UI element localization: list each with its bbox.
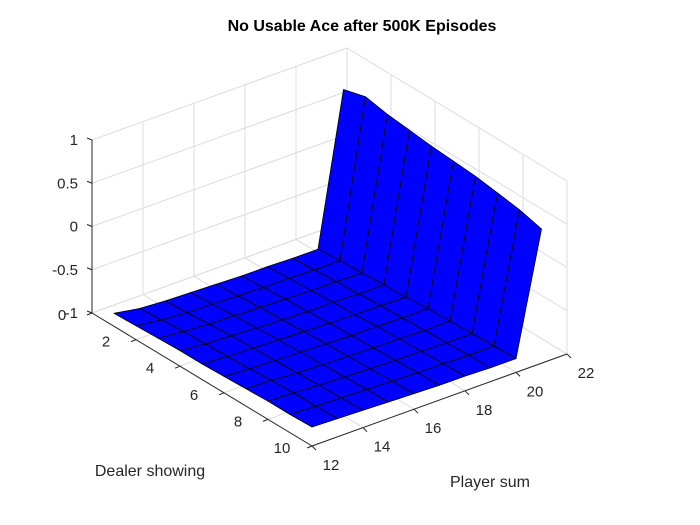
y-axis-label: Player sum [450, 474, 530, 491]
x-tick-label: 8 [234, 413, 242, 430]
chart-title: No Usable Ace after 500K Episodes [228, 18, 497, 35]
gridline-side-z [91, 220, 348, 314]
z-tick-label: 1 [70, 132, 78, 149]
x-tick-mark [130, 339, 137, 343]
x-tick-mark [218, 392, 225, 396]
x-tick-label: 2 [102, 334, 110, 351]
z-tick-label: 0 [70, 219, 78, 236]
surface-patch [289, 405, 338, 428]
x-tick-label: 10 [274, 440, 291, 457]
z-tick-label: -1 [65, 305, 78, 322]
y-tick-label: 14 [374, 439, 391, 456]
x-tick-mark [86, 312, 93, 316]
y-tick-mark [566, 353, 572, 359]
y-tick-label: 16 [425, 420, 442, 437]
y-tick-mark [515, 372, 521, 377]
x-tick-label: 6 [190, 387, 198, 404]
z-tick-label: -0.5 [52, 262, 78, 279]
x-tick-mark [306, 445, 313, 449]
gridline-side-z [91, 134, 348, 227]
gridline-back-z [346, 47, 568, 182]
y-tick-mark [311, 445, 317, 451]
y-tick-mark [413, 408, 419, 414]
chart-tick-labels: 0 2 4 6 8 10 12 14 16 18 20 22 1 0.5 0 -0.5 -1 [52, 132, 594, 474]
y-axis-line [311, 353, 568, 447]
y-tick-label: 18 [476, 402, 493, 419]
gridline-side-z [91, 47, 348, 141]
z-tick-mark [86, 224, 93, 227]
z-tick-mark [86, 267, 93, 271]
x-tick-mark [262, 418, 269, 422]
y-tick-label: 20 [527, 383, 544, 400]
y-tick-mark [464, 390, 470, 396]
z-tick-mark [86, 310, 93, 314]
chart-surface [113, 89, 542, 428]
z-tick-mark [86, 137, 93, 141]
chart-axes [86, 137, 572, 451]
x-axis-line [91, 312, 313, 447]
x-tick-label: 4 [146, 360, 154, 377]
z-tick-label: 0.5 [57, 175, 78, 192]
gridline-side-z [91, 90, 348, 184]
x-axis-label: Dealer showing [95, 463, 205, 480]
y-tick-label: 22 [578, 365, 595, 382]
y-tick-mark [362, 427, 368, 432]
x-tick-label: 0 [58, 307, 66, 324]
gridline-side-z [91, 177, 348, 271]
x-tick-mark [174, 365, 181, 369]
y-tick-label: 12 [323, 457, 340, 474]
z-tick-mark [86, 180, 93, 184]
